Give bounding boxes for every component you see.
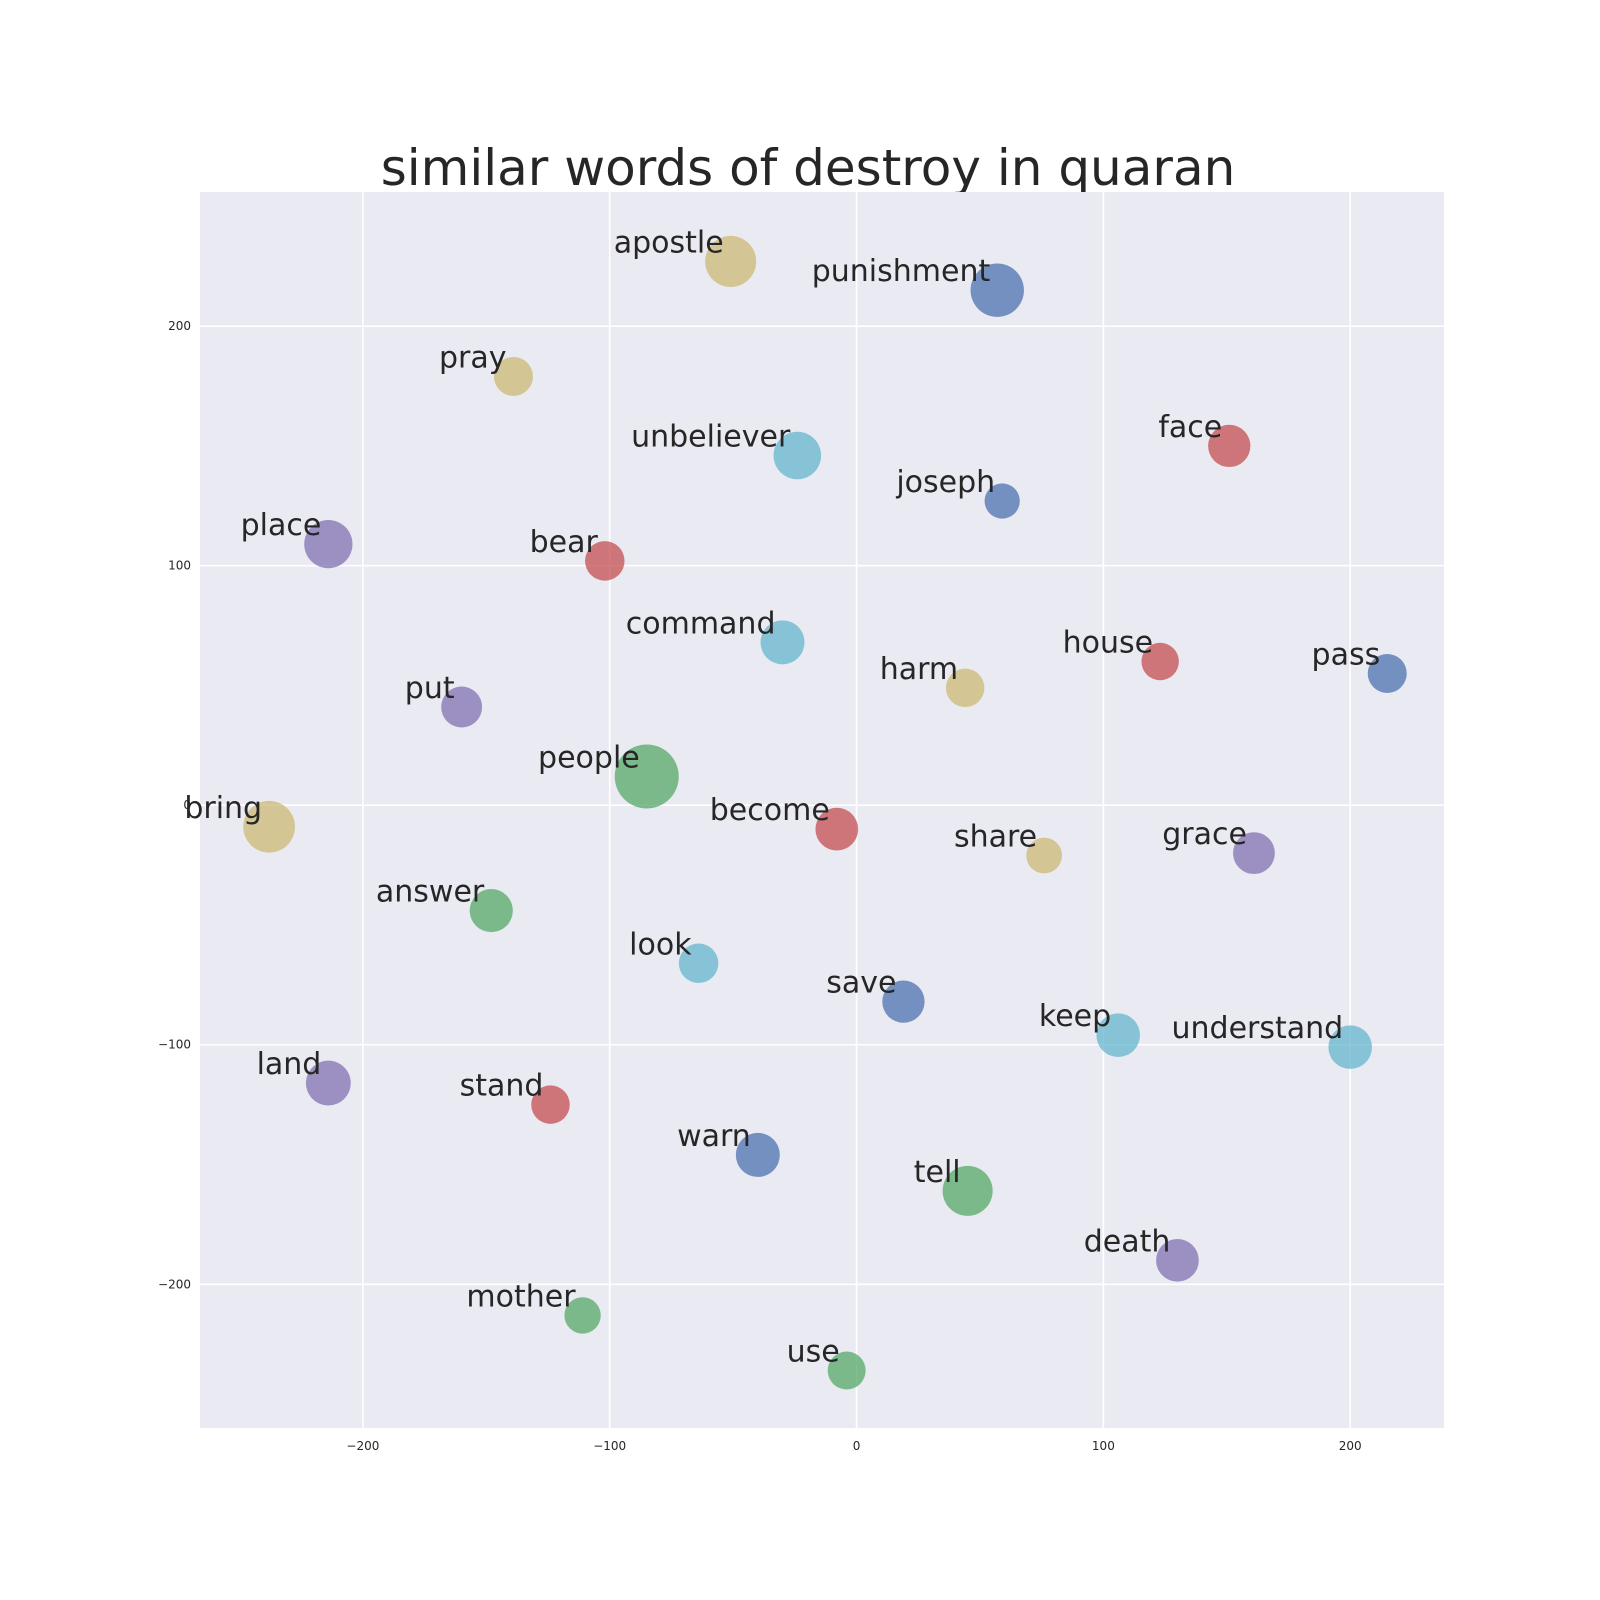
point-label-harm: harm xyxy=(880,652,958,687)
point-label-joseph: joseph xyxy=(895,465,995,500)
point-label-death: death xyxy=(1084,1224,1171,1259)
point-label-people: people xyxy=(538,740,640,775)
x-axis-ticks: −200 −100 0 100 200 xyxy=(346,1439,1361,1453)
y-tick-label: 100 xyxy=(168,559,191,573)
point-mother xyxy=(564,1297,601,1334)
point-label-become: become xyxy=(710,793,830,828)
x-tick-label: −100 xyxy=(593,1439,626,1453)
point-label-stand: stand xyxy=(460,1069,544,1104)
point-punishment xyxy=(970,263,1024,317)
point-pass xyxy=(1367,653,1407,693)
point-bring xyxy=(243,800,295,853)
point-harm xyxy=(945,668,985,708)
y-axis-ticks: −200 −100 0 100 200 xyxy=(158,319,191,1291)
data-points xyxy=(243,235,1407,1390)
point-tell xyxy=(942,1165,993,1216)
point-label-put: put xyxy=(405,671,455,706)
point-save xyxy=(882,980,925,1023)
point-understand xyxy=(1328,1025,1372,1069)
point-warn xyxy=(735,1132,780,1177)
point-label-mother: mother xyxy=(466,1279,576,1314)
y-tick-label: 0 xyxy=(183,798,191,812)
point-label-house: house xyxy=(1063,625,1153,660)
point-bear xyxy=(585,541,625,581)
point-put xyxy=(441,686,483,728)
y-tick-label: 200 xyxy=(168,319,191,333)
point-use xyxy=(827,1351,866,1390)
point-label-place: place xyxy=(241,508,322,543)
point-stand xyxy=(531,1085,570,1124)
point-label-save: save xyxy=(826,966,896,1001)
x-tick-label: −200 xyxy=(346,1439,379,1453)
x-tick-label: 100 xyxy=(1092,1439,1115,1453)
point-label-understand: understand xyxy=(1172,1011,1344,1046)
point-death xyxy=(1156,1238,1199,1282)
point-label-bear: bear xyxy=(530,525,599,560)
point-label-tell: tell xyxy=(914,1155,961,1190)
point-label-pass: pass xyxy=(1312,637,1381,672)
x-tick-label: 0 xyxy=(853,1439,861,1453)
grid-lines xyxy=(200,192,1444,1428)
point-label-grace: grace xyxy=(1162,817,1247,852)
point-label-punishment: punishment xyxy=(812,254,991,289)
point-label-unbeliever: unbeliever xyxy=(631,419,791,454)
point-command xyxy=(760,620,805,665)
point-label-use: use xyxy=(787,1335,840,1370)
point-label-command: command xyxy=(626,606,776,641)
point-label-answer: answer xyxy=(376,875,485,910)
point-label-share: share xyxy=(954,820,1037,855)
point-label-bring: bring xyxy=(184,791,262,826)
point-apostle xyxy=(705,235,757,288)
y-tick-label: −100 xyxy=(158,1038,191,1052)
point-joseph xyxy=(984,483,1020,519)
point-label-land: land xyxy=(257,1047,322,1082)
point-answer xyxy=(469,889,513,933)
point-place xyxy=(304,519,353,569)
chart-title: similar words of destroy in quaran xyxy=(381,139,1236,197)
y-tick-label: −200 xyxy=(158,1277,191,1291)
point-share xyxy=(1026,837,1063,874)
point-label-warn: warn xyxy=(677,1119,751,1154)
point-label-look: look xyxy=(629,927,692,962)
plot-area xyxy=(200,192,1444,1428)
point-label-face: face xyxy=(1158,410,1222,445)
point-land xyxy=(305,1060,351,1106)
point-unbeliever xyxy=(773,431,822,480)
point-pray xyxy=(493,356,533,396)
point-keep xyxy=(1096,1013,1140,1057)
point-face xyxy=(1208,424,1251,468)
point-grace xyxy=(1233,832,1275,875)
point-label-keep: keep xyxy=(1039,999,1111,1034)
word-labels: apostle punishment pray unbeliever face josep… xyxy=(184,225,1380,1369)
point-house xyxy=(1141,642,1179,681)
point-label-pray: pray xyxy=(439,340,507,375)
x-tick-label: 200 xyxy=(1339,1439,1362,1453)
point-people xyxy=(614,744,679,809)
point-become xyxy=(815,807,859,851)
point-look xyxy=(678,943,719,984)
point-label-apostle: apostle xyxy=(614,225,724,260)
